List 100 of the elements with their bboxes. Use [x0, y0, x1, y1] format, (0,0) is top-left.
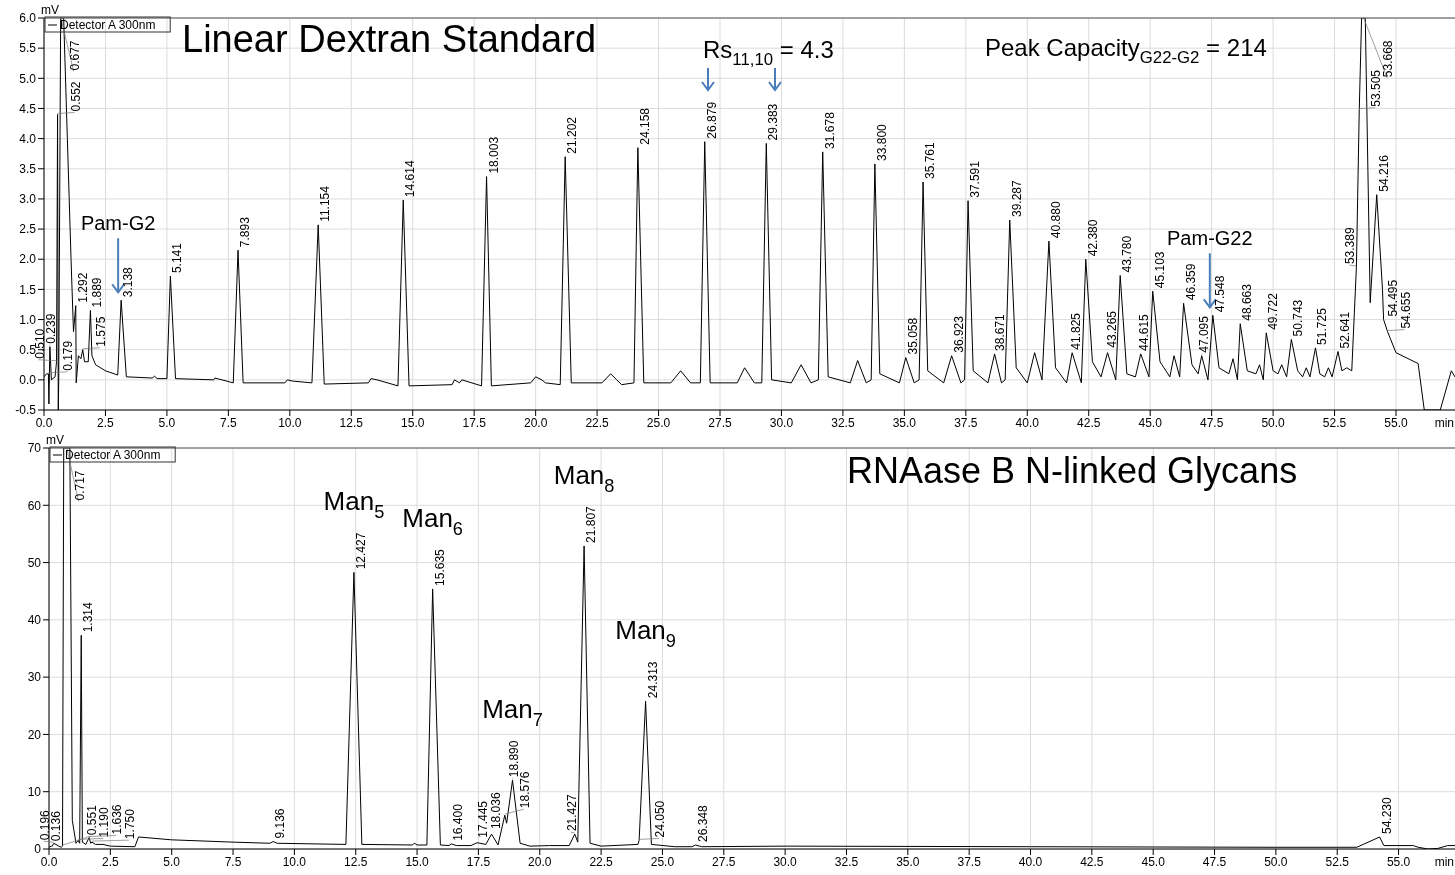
- y-axis-title: mV: [41, 3, 59, 17]
- y-tick-label: 0.0: [19, 373, 37, 388]
- y-tick-label: 70: [27, 441, 42, 456]
- annotation: 9.136: [273, 808, 288, 839]
- y-tick-label: 2.5: [19, 222, 37, 237]
- x-tick-label: 5.0: [158, 415, 176, 430]
- y-tick-label: 4.5: [19, 101, 37, 116]
- x-tick-label: 10.0: [282, 854, 307, 869]
- x-tick-label: 12.5: [344, 854, 368, 869]
- annotation: 50.743: [1291, 299, 1306, 337]
- annotation: 47.548: [1212, 275, 1227, 313]
- annotation: 29.383: [766, 103, 781, 141]
- x-tick-label: 55.0: [1384, 415, 1409, 430]
- annotation: 46.359: [1183, 263, 1198, 301]
- annotation: 53.668: [1381, 40, 1396, 78]
- x-tick-label: 40.0: [1015, 415, 1040, 430]
- annotation: 35.761: [923, 142, 938, 180]
- annotation: 53.389: [1343, 227, 1358, 265]
- annotation: 0.717: [72, 470, 87, 501]
- x-tick-label: 0.0: [40, 854, 58, 869]
- x-tick-label: 30.0: [773, 854, 798, 869]
- annotation: 0.179: [61, 340, 76, 371]
- chart-title: Linear Dextran Standard: [182, 18, 597, 60]
- annotation: 1.575: [93, 316, 108, 347]
- annotation: 42.380: [1085, 219, 1100, 257]
- x-tick-label: 35.0: [896, 854, 920, 869]
- x-tick-label: 32.5: [831, 415, 855, 430]
- annotation: 0.239: [43, 313, 58, 344]
- annotation: 37.591: [968, 160, 983, 198]
- x-tick-label: 52.5: [1325, 854, 1350, 869]
- y-tick-label: 40: [27, 613, 42, 628]
- annotation: 1.636: [110, 804, 125, 835]
- x-tick-label: 22.5: [585, 415, 610, 430]
- annotation: 35.058: [905, 317, 920, 355]
- x-tick-label: 40.0: [1018, 854, 1043, 869]
- annotation: 26.879: [704, 101, 719, 139]
- annotation: 51.725: [1315, 307, 1330, 345]
- annotation: 54.230: [1379, 796, 1394, 834]
- annotation: 1.750: [122, 808, 137, 840]
- annotation: 21.807: [584, 505, 599, 543]
- annotation: Man$_{8}$: [553, 459, 615, 496]
- annotation: Rs$_{11,10}$ = 4.3: [703, 36, 834, 70]
- annotation: 1.314: [81, 601, 96, 633]
- y-tick-label: 2.0: [19, 252, 37, 267]
- y-tick-label: 60: [27, 498, 42, 513]
- annotation: 14.614: [403, 160, 418, 198]
- x-tick-label: 42.5: [1080, 854, 1104, 869]
- y-tick-label: 3.0: [19, 192, 37, 207]
- annotation: 0.551: [84, 804, 99, 836]
- annotation: 24.313: [645, 661, 660, 699]
- x-tick-label: 15.0: [401, 415, 425, 430]
- annotation: 18.036: [488, 792, 503, 830]
- annotation: 15.635: [432, 548, 447, 586]
- annotation: 3.138: [121, 266, 136, 298]
- x-tick-label: 10.0: [278, 415, 302, 430]
- annotation: 39.287: [1009, 180, 1024, 218]
- x-tick-label: 7.5: [220, 415, 238, 430]
- y-tick-label: 6.0: [19, 11, 37, 26]
- y-tick-label: 4.0: [19, 131, 37, 146]
- annotation: Man$_{9}$: [615, 615, 676, 651]
- annotation: 24.050: [653, 800, 668, 838]
- annotation: 0.552: [68, 81, 83, 112]
- x-tick-label: 50.0: [1264, 854, 1288, 869]
- annotation: 16.400: [451, 803, 466, 841]
- annotation: Man$_{5}$: [323, 486, 385, 523]
- annotation: 40.880: [1048, 201, 1063, 239]
- annotation: 5.141: [170, 242, 185, 274]
- chart-title: RNAase B N-linked Glycans: [847, 450, 1298, 491]
- x-tick-label: 20.0: [528, 854, 552, 869]
- annotation: 21.427: [564, 794, 579, 832]
- annotation: 1.889: [90, 277, 105, 308]
- x-tick-label: 37.5: [954, 415, 978, 430]
- y-tick-label: 30: [27, 670, 42, 685]
- y-tick-label: 0: [34, 842, 42, 857]
- annotation: 0.677: [67, 40, 82, 71]
- annotation: Man$_{6}$: [402, 502, 463, 539]
- x-tick-label: 42.5: [1077, 415, 1101, 430]
- x-tick-label: 47.5: [1199, 415, 1224, 430]
- annotation: 43.780: [1120, 235, 1135, 273]
- x-tick-label: 30.0: [769, 415, 794, 430]
- x-tick-label: 27.5: [708, 415, 732, 430]
- x-axis-title: min: [1434, 855, 1454, 869]
- y-tick-label: 10: [27, 784, 42, 799]
- x-tick-label: 52.5: [1322, 415, 1347, 430]
- x-tick-label: 32.5: [834, 854, 859, 869]
- x-tick-label: 47.5: [1202, 854, 1227, 869]
- x-tick-label: 17.5: [462, 415, 487, 430]
- annotation: 24.158: [637, 107, 652, 145]
- y-tick-label: 20: [27, 727, 42, 742]
- annotation: 49.722: [1266, 292, 1281, 330]
- annotation: 43.265: [1104, 310, 1119, 348]
- annotation: 7.893: [238, 216, 253, 248]
- annotation: Peak Capacity$_{G22-G2}$ = 214: [985, 34, 1267, 68]
- annotation: 52.641: [1338, 311, 1353, 349]
- annotation: 0.136: [49, 810, 64, 842]
- y-tick-label: 5.0: [19, 71, 37, 86]
- x-tick-label: 45.0: [1138, 415, 1163, 430]
- x-tick-label: 50.0: [1261, 415, 1286, 430]
- annotation: 47.095: [1196, 315, 1211, 353]
- x-tick-label: 37.5: [957, 854, 982, 869]
